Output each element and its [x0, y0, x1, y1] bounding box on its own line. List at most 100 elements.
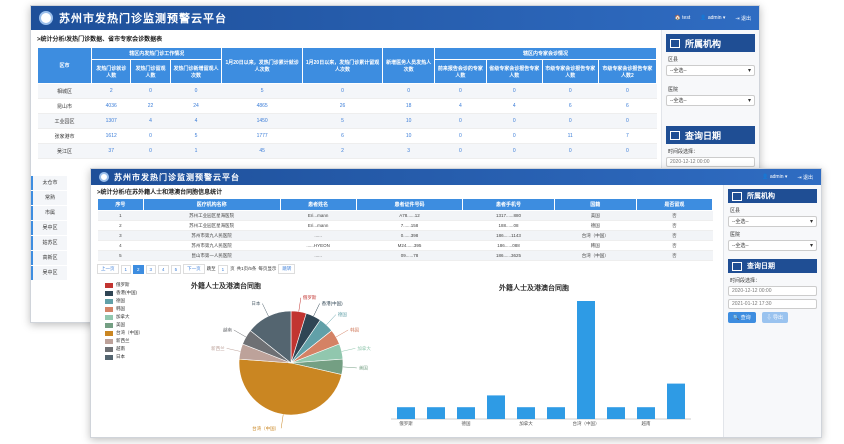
table-cell: 2	[97, 220, 144, 231]
bar[interactable]	[577, 301, 595, 419]
nav-item[interactable]: 姑苏区	[31, 236, 67, 250]
legend-label: 俄罗斯	[116, 282, 130, 287]
nav-item[interactable]: 吴中区	[31, 266, 67, 280]
bar-chart-title: 外籍人士及港澳台同胞	[499, 285, 569, 292]
legend-item[interactable]: 香港(中国)	[105, 289, 143, 297]
end-time-input[interactable]: 2021-01-12 17:30	[728, 299, 817, 309]
bar[interactable]	[607, 407, 625, 419]
start-time-input[interactable]: 2020-12-12 00:00	[666, 157, 755, 167]
table-row: 昆山市 4036 22 24 4865 26 18 4 4 6 6	[37, 98, 657, 114]
legend-item[interactable]: 德国	[105, 297, 143, 305]
nav-item[interactable]: 吴中区	[31, 221, 67, 235]
legend-item[interactable]: 新西兰	[105, 337, 143, 345]
legend-label: 日本	[116, 354, 125, 359]
legend-item[interactable]: 台湾（中国）	[105, 329, 143, 337]
nav-item[interactable]: 市属	[31, 206, 67, 220]
date-header: 查询日期	[666, 126, 755, 144]
jump-button[interactable]: 跳转	[278, 264, 296, 274]
page-input[interactable]: 1	[217, 264, 229, 274]
nav-item[interactable]: 常熟	[31, 191, 67, 205]
group-header-2: 辖区内专家会诊情况	[434, 47, 657, 60]
legend-item[interactable]: 美国	[105, 321, 143, 329]
bar-chart: 俄罗斯 德国 加拿大 台湾（中国） 越南	[391, 301, 691, 427]
value-cell: 11	[542, 128, 599, 144]
start-time-input[interactable]: 2020-12-12 00:00	[728, 286, 817, 296]
page-number-button[interactable]: 5	[170, 264, 182, 274]
x-tick-label: 俄罗斯	[399, 420, 413, 427]
page-number-button[interactable]: 3	[145, 264, 157, 274]
table-cell: ......	[280, 230, 357, 241]
value-cell: 5	[170, 128, 222, 144]
page-suffix: 页	[230, 266, 235, 271]
foreigner-table-wrap: 序号 医疗机构名称 患者姓名 患者证件号码 患者手机号 国籍 是否留观 1 苏州工业园区星海医…	[97, 198, 714, 261]
table-cell: 否	[636, 230, 713, 241]
value-cell: 0	[130, 143, 171, 159]
logo-icon	[39, 11, 53, 25]
app-header: 苏州市发热门诊监测预警云平台 👤 admin ▾ ⇥ 退出	[91, 169, 821, 185]
legend-item[interactable]: 韩国	[105, 305, 143, 313]
export-button[interactable]: ⇩ 导出	[761, 312, 789, 323]
pie-label: 台湾（中国）	[252, 425, 279, 432]
page-number-button[interactable]: 1	[120, 264, 132, 274]
region-select[interactable]: --全选--	[666, 65, 755, 76]
bar[interactable]	[547, 407, 565, 419]
legend-item[interactable]: 越南	[105, 345, 143, 353]
exit-link[interactable]: ⇥ 退出	[735, 15, 751, 22]
legend-swatch	[105, 338, 113, 344]
user-admin-link[interactable]: 👤 admin ▾	[700, 14, 726, 21]
table-row: 2 苏州工业园区星海医院 Eri...mann 7......158 188......…	[97, 220, 713, 231]
stats-table-wrap: 区市 辖区内发热门诊工作情况 1月20日以来，发热门诊累计就诊人次数 1月20日…	[37, 47, 658, 159]
value-cell: 10	[382, 128, 435, 144]
value-cell: 6	[302, 128, 383, 144]
bar[interactable]	[397, 407, 415, 419]
window-fever-clinic-stats: 苏州市发热门诊监测预警云平台 🏠 test 👤 admin ▾ ⇥ 退出 >统计…	[30, 5, 760, 323]
bar[interactable]	[637, 407, 655, 419]
nav-item[interactable]: 高新区	[31, 251, 67, 265]
hospital-select[interactable]: --全选--	[728, 240, 817, 251]
user-admin-link[interactable]: 👤 admin ▾	[762, 173, 788, 180]
table-cell: 否	[636, 220, 713, 231]
value-cell: 2	[302, 143, 383, 159]
nav-item[interactable]: 太仓市	[31, 176, 67, 190]
legend-item[interactable]: 加拿大	[105, 313, 143, 321]
prev-page-button[interactable]: 上一页	[97, 264, 119, 274]
legend-item[interactable]: 日本	[105, 353, 143, 361]
org-header: 所属机构	[728, 189, 817, 203]
page-number-button[interactable]: 4	[158, 264, 169, 274]
pie-label: 香港(中国)	[322, 300, 343, 307]
value-cell: 0	[130, 83, 171, 99]
value-cell: 37	[91, 143, 131, 159]
exit-link[interactable]: ⇥ 退出	[797, 174, 813, 181]
table-cell: 5	[97, 250, 144, 261]
pie-slice[interactable]	[249, 310, 292, 364]
bar[interactable]	[457, 407, 475, 419]
col-cum-obs: 1月20日以来，发热门诊累计留观人次数	[301, 47, 384, 84]
bar[interactable]	[487, 395, 505, 419]
bar[interactable]	[667, 383, 685, 419]
value-cell: 0	[434, 143, 487, 159]
query-button[interactable]: 🔍 查询	[728, 312, 756, 323]
table-cell: M24......395	[356, 240, 463, 251]
table-cell: 4	[97, 240, 144, 251]
legend-item[interactable]: 俄罗斯	[105, 281, 143, 289]
region-select[interactable]: --全选--	[728, 216, 817, 227]
bar[interactable]	[517, 407, 535, 419]
page-number-button[interactable]: 2	[133, 264, 144, 274]
hospital-label: 医院	[668, 87, 679, 93]
value-cell: 5	[302, 113, 383, 129]
pie-slice[interactable]	[238, 358, 343, 416]
table-cell: 186......088	[462, 240, 555, 251]
pie-label: 俄罗斯	[303, 294, 317, 301]
per-page-label: 每页显示	[258, 266, 277, 271]
hospital-select[interactable]: --全选--	[666, 95, 755, 106]
bar[interactable]	[427, 407, 445, 419]
value-cell: 24	[170, 98, 222, 114]
table-cell: 186......3625	[462, 250, 555, 261]
user-test-link[interactable]: 🏠 test	[674, 14, 691, 21]
value-cell: 4	[486, 98, 543, 114]
col-header: 序号	[97, 198, 144, 211]
next-page-button[interactable]: 下一页	[183, 264, 205, 274]
value-cell: 45	[221, 143, 303, 159]
pie-legend: 俄罗斯香港(中国) 德国 韩国 加拿大 美国 台湾（中国） 新西兰 越南 日本	[105, 281, 143, 361]
